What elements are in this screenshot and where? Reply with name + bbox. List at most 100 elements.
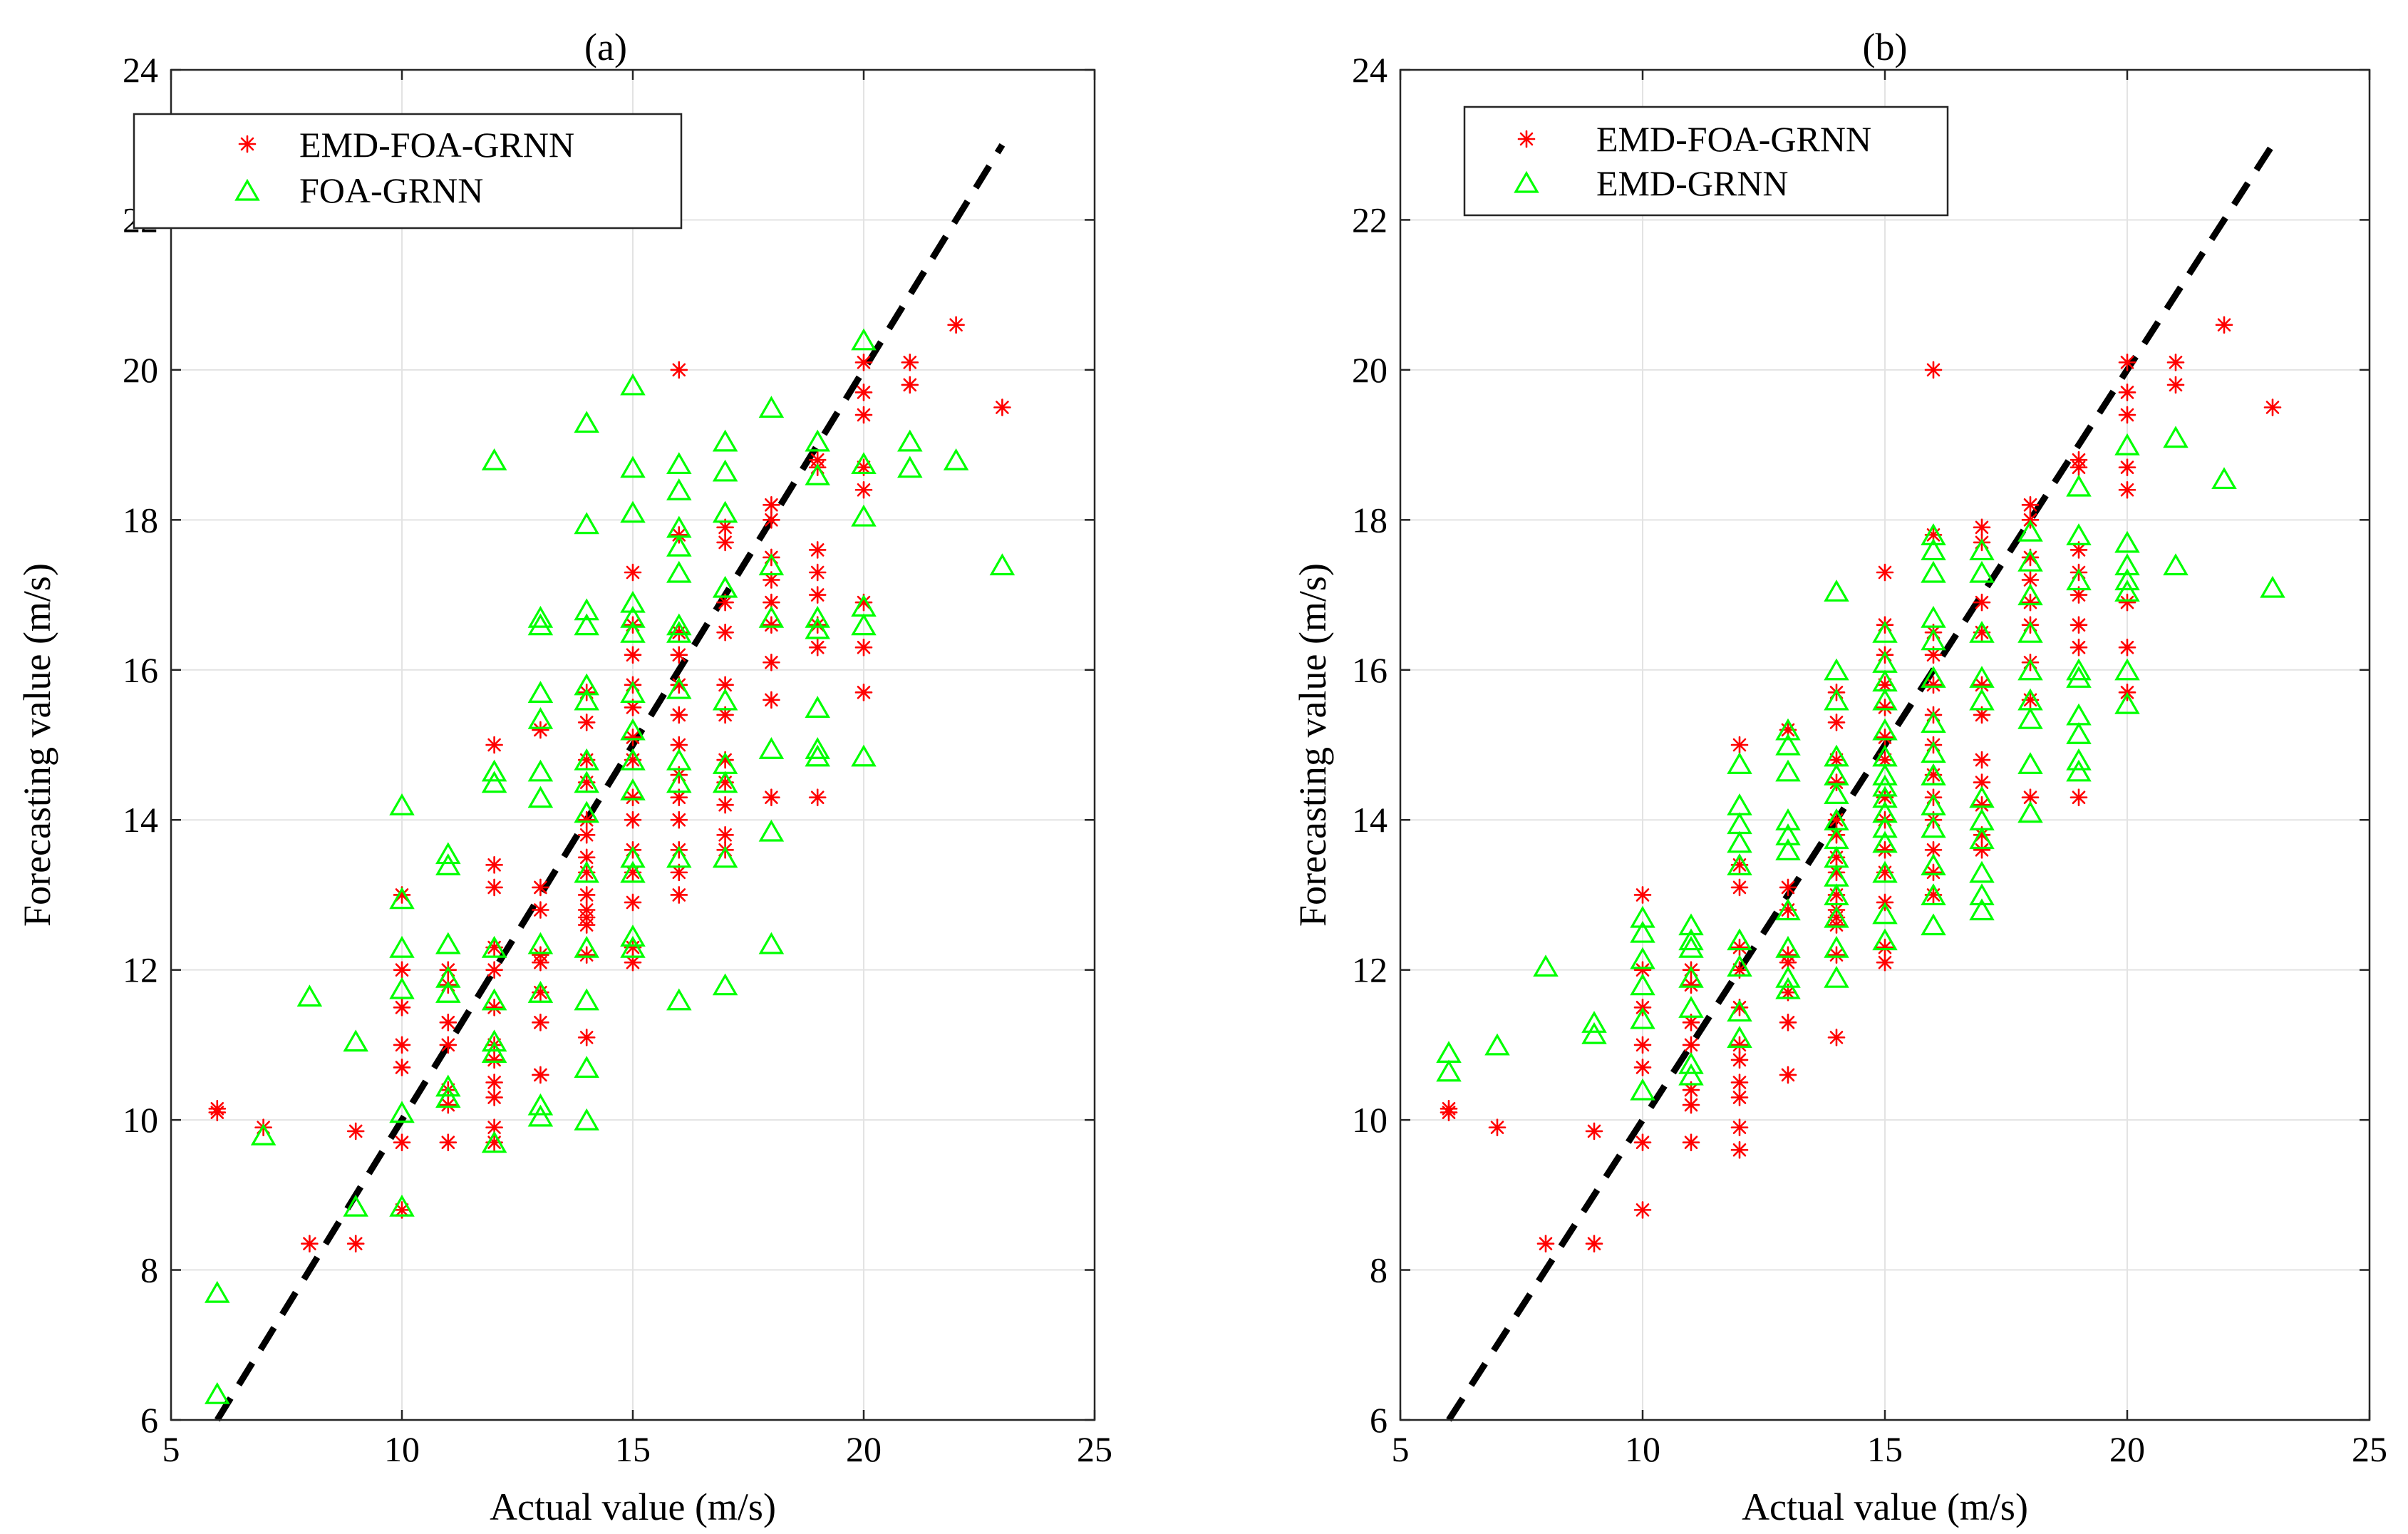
data-point-asterisk (485, 961, 503, 979)
panel-a-xtick-label: 5 (162, 1429, 180, 1469)
panel-b: (b) Actual value (m/s) Forecasting value… (1291, 26, 2387, 1528)
data-point-asterisk (1488, 1118, 1507, 1136)
panel-a-ytick-label: 10 (123, 1100, 158, 1140)
panel-a-xlabel: Actual value (m/s) (490, 1486, 776, 1528)
data-point-triangle (574, 411, 599, 433)
data-point-triangle (667, 453, 691, 475)
panel-b-ytick-label: 12 (1352, 950, 1388, 990)
panel-b-ytick-label: 10 (1352, 1100, 1388, 1140)
data-point-triangle (759, 933, 784, 954)
panel-a-ytick-label: 12 (123, 950, 158, 990)
data-point-triangle (2067, 704, 2091, 726)
data-point-triangle (667, 562, 691, 583)
reference-line-dashed (1446, 143, 2275, 1422)
data-point-asterisk (854, 384, 873, 401)
data-point-asterisk (439, 1014, 458, 1031)
panel-b-ytick-label: 22 (1352, 200, 1388, 240)
data-point-triangle (2260, 577, 2285, 598)
panel-a-legend: EMD-FOA-GRNN FOA-GRNN (133, 113, 683, 230)
data-point-asterisk (763, 653, 780, 671)
data-point-asterisk (808, 638, 827, 657)
data-point-asterisk (1536, 1235, 1555, 1253)
data-point-triangle (2164, 554, 2188, 576)
data-point-triangle (528, 614, 553, 636)
data-point-triangle (1727, 753, 1752, 774)
data-point-triangle (2018, 708, 2042, 729)
data-point-asterisk (716, 825, 734, 844)
panel-b-ytick-label: 24 (1352, 50, 1388, 90)
data-point-triangle (898, 431, 922, 452)
data-point-asterisk (1876, 563, 1894, 582)
data-point-asterisk (301, 1235, 319, 1253)
data-point-asterisk (947, 316, 965, 334)
panel-b-ytick-label: 14 (1352, 800, 1388, 840)
data-point-asterisk (532, 901, 549, 919)
panel-a-xtick-label: 15 (615, 1429, 651, 1469)
panel-a-ticks (170, 68, 1096, 1421)
data-point-asterisk (1730, 736, 1749, 754)
data-point-asterisk (1730, 1074, 1749, 1091)
data-point-triangle (205, 1282, 229, 1303)
data-point-asterisk (577, 886, 596, 904)
data-point-asterisk (1973, 518, 1991, 537)
data-point-asterisk (624, 563, 642, 582)
data-point-asterisk (1730, 1051, 1749, 1069)
data-point-triangle (1727, 832, 1752, 853)
data-point-triangle (205, 1383, 229, 1404)
data-point-triangle (2067, 475, 2091, 497)
data-point-triangle (436, 933, 460, 954)
panel-b-xtick-label: 5 (1392, 1429, 1410, 1469)
data-point-triangle (759, 396, 784, 418)
data-point-asterisk (2069, 616, 2088, 634)
panel-a-ytick-label: 8 (140, 1250, 158, 1290)
data-point-asterisk (670, 706, 688, 724)
data-point-asterisk (2021, 495, 2040, 514)
data-point-asterisk (670, 646, 688, 664)
data-point-asterisk (1440, 1100, 1458, 1118)
panel-a-ytick-label: 14 (123, 800, 158, 840)
data-point-asterisk (1924, 361, 1943, 379)
data-point-triangle (297, 985, 321, 1007)
data-point-asterisk (1585, 1122, 1603, 1141)
data-point-asterisk (577, 901, 596, 919)
data-point-triangle (1437, 1061, 1461, 1082)
data-point-asterisk (532, 878, 549, 897)
data-point-asterisk (1633, 1201, 1652, 1219)
data-point-triangle (1485, 1034, 1509, 1056)
data-point-triangle (898, 457, 922, 478)
data-point-triangle (713, 431, 738, 452)
data-point-asterisk (763, 788, 780, 806)
data-point-triangle (1534, 955, 1558, 977)
data-point-triangle (1727, 794, 1752, 815)
data-point-asterisk (485, 1074, 503, 1091)
panel-b-legend-label-1: EMD-GRNN (1596, 163, 1788, 203)
panel-b-series-emd-grnn (1437, 426, 2285, 1101)
data-point-asterisk (901, 376, 919, 394)
data-point-triangle (759, 820, 784, 842)
data-point-asterisk (393, 1133, 411, 1151)
panel-a-xtick-labels: 5 10 15 20 25 (162, 1429, 1113, 1469)
panel-b-legend: EMD-FOA-GRNN EMD-GRNN (1463, 105, 1949, 217)
data-point-asterisk (854, 684, 873, 701)
data-point-triangle (944, 449, 968, 470)
data-point-triangle (1970, 862, 1994, 883)
data-point-asterisk (1730, 1088, 1749, 1106)
data-point-asterisk (1682, 1133, 1700, 1151)
data-point-asterisk (2118, 458, 2136, 476)
data-point-asterisk (854, 638, 873, 657)
data-point-asterisk (716, 623, 734, 642)
data-point-asterisk (763, 511, 780, 529)
data-point-asterisk (393, 998, 411, 1016)
panel-a-legend-label-1: FOA-GRNN (299, 170, 483, 210)
panel-b-ref-line (1446, 143, 2275, 1422)
data-point-asterisk (485, 1088, 503, 1106)
data-point-asterisk (763, 495, 780, 514)
data-point-asterisk (808, 541, 827, 559)
data-point-asterisk (1876, 953, 1894, 972)
data-point-asterisk (854, 406, 873, 424)
data-point-asterisk (532, 946, 549, 964)
data-point-asterisk (1730, 878, 1749, 897)
data-point-asterisk (808, 586, 827, 604)
data-point-triangle (2164, 426, 2188, 448)
